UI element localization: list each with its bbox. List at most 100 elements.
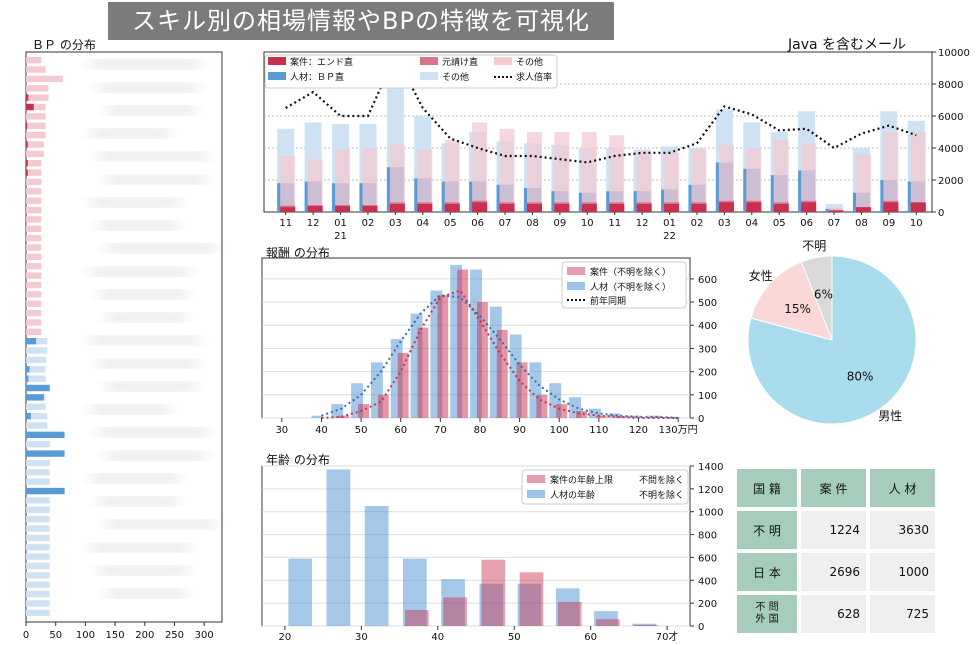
java-month-label: 07 [499, 218, 512, 229]
bp-pink-dark-bar [26, 141, 28, 148]
bp-blurred-label [90, 543, 190, 552]
salary-prev-talent-line [321, 294, 679, 419]
age-talent-bar [403, 558, 427, 626]
java-y-tick-label: 0 [938, 208, 944, 219]
salary-x-tick-label: 120 [629, 425, 648, 436]
bp-blurred-label [90, 267, 190, 276]
bp-blue-bar [26, 562, 50, 570]
bp-pink-bar [26, 206, 42, 214]
bp-blue-dark-bar [26, 375, 29, 382]
bp-pink-bar [26, 169, 42, 176]
age-x-tick-label: 30 [355, 632, 368, 643]
bp-chart-title: ＢＰ の分布 [32, 38, 96, 52]
java-job-end-bar [499, 204, 515, 212]
java-y-tick-label: 6000 [938, 112, 963, 123]
age-legend-swatch [527, 490, 545, 498]
java-month-label: 12 [636, 218, 649, 229]
java-job-other-bar [773, 140, 789, 212]
java-job-end-bar [526, 204, 542, 212]
java-month-label: 02 [691, 218, 704, 229]
java-month-label: 08 [855, 218, 868, 229]
pie-slice [800, 255, 833, 341]
java-job-end-bar [664, 204, 680, 212]
salary-job-bar [358, 404, 369, 418]
bp-blue-bar [26, 422, 48, 429]
salary-x-tick-label: 90 [513, 425, 526, 436]
java-month-label: 06 [800, 218, 813, 229]
java-legend-swatch [268, 72, 286, 80]
java-month-label: 11 [279, 218, 292, 229]
bp-blurred-label [98, 152, 208, 161]
table-cell: 3630 [870, 511, 935, 549]
age-job-bar [557, 602, 582, 626]
bp-blue-dark-bar [26, 366, 30, 373]
bp-pink-bar [26, 85, 49, 92]
page-banner: スキル別の相場情報やBPの特徴を可視化 [108, 2, 614, 40]
table-cell: 1000 [870, 553, 935, 591]
age-job-bar [519, 572, 544, 626]
java-legend-swatch [420, 72, 438, 80]
java-month-label: 10 [910, 218, 923, 229]
bp-x-tick-label: 0 [23, 630, 29, 641]
java-job-end-bar [335, 205, 351, 212]
java-job-end-bar [910, 202, 926, 212]
age-job-bar [634, 624, 658, 626]
salary-talent-bar [450, 264, 463, 418]
bp-pink-dark-bar [26, 122, 28, 129]
salary-job-bar [417, 327, 429, 418]
bp-blue-bar [26, 403, 46, 410]
salary-x-tick-label: 40 [315, 425, 328, 436]
bp-blue-bar [26, 534, 50, 542]
salary-job-bar [576, 411, 587, 418]
bp-frame [25, 51, 223, 623]
salary-y-tick-label: 0 [698, 414, 704, 425]
bp-pink-bar [26, 216, 42, 223]
bp-blurred-label [106, 520, 216, 529]
java-month-label: 02 [362, 218, 375, 229]
age-x-tick-label: 60 [584, 632, 597, 643]
nationality-table: 国 籍 案 件 人 材 不 明 1224 3630 日 本 2696 1000 … [733, 465, 939, 637]
java-month-label: 05 [444, 218, 457, 229]
salary-job-bar [397, 353, 409, 418]
bp-blurred-label [90, 474, 180, 483]
bp-blurred-label [106, 175, 206, 184]
bp-pink-bar [26, 309, 42, 317]
java-year-label: 21 [334, 231, 347, 242]
java-job-other-bar [581, 132, 597, 212]
java-job-other-bar [472, 122, 488, 212]
age-talent-bar [517, 583, 542, 626]
salary-y-tick-label: 500 [698, 298, 717, 309]
java-job-other-bar [828, 207, 844, 212]
salary-talent-bar [529, 362, 542, 418]
bp-x-tick-label: 50 [49, 630, 62, 641]
java-month-label: 07 [828, 218, 841, 229]
bp-blurred-label [98, 359, 198, 368]
salary-talent-bar [410, 313, 423, 418]
java-month-label: 04 [416, 218, 429, 229]
bp-pink-bar [26, 197, 42, 204]
java-job-end-bar [307, 205, 323, 212]
salary-chart-title: 報酬 の分布 [266, 246, 330, 260]
age-talent-bar [326, 469, 351, 626]
pie-slice [750, 261, 833, 341]
bp-pink-bar [26, 225, 42, 232]
salary-job-bar [338, 415, 350, 418]
salary-talent-bar [470, 269, 482, 418]
java-legend-label: 元請け直 [442, 56, 478, 68]
java-job-end-bar [444, 204, 460, 212]
java-job-end-bar [636, 204, 652, 212]
bp-blurred-label [98, 221, 178, 230]
java-job-end-bar [773, 204, 789, 212]
salary-x-tick-label: 60 [394, 425, 407, 436]
java-job-end-bar [554, 204, 570, 212]
salary-talent-bar [648, 415, 661, 418]
java-legend-label: その他 [516, 56, 543, 68]
bp-blue-bar [26, 478, 50, 485]
salary-job-bar [595, 415, 607, 418]
age-y-tick-label: 1000 [698, 508, 723, 519]
java-job-other-bar [526, 132, 542, 212]
java-job-end-bar [746, 202, 762, 212]
bp-pink-bar [26, 281, 42, 289]
java-month-label: 09 [883, 218, 896, 229]
bp-pink-bar [26, 150, 44, 158]
